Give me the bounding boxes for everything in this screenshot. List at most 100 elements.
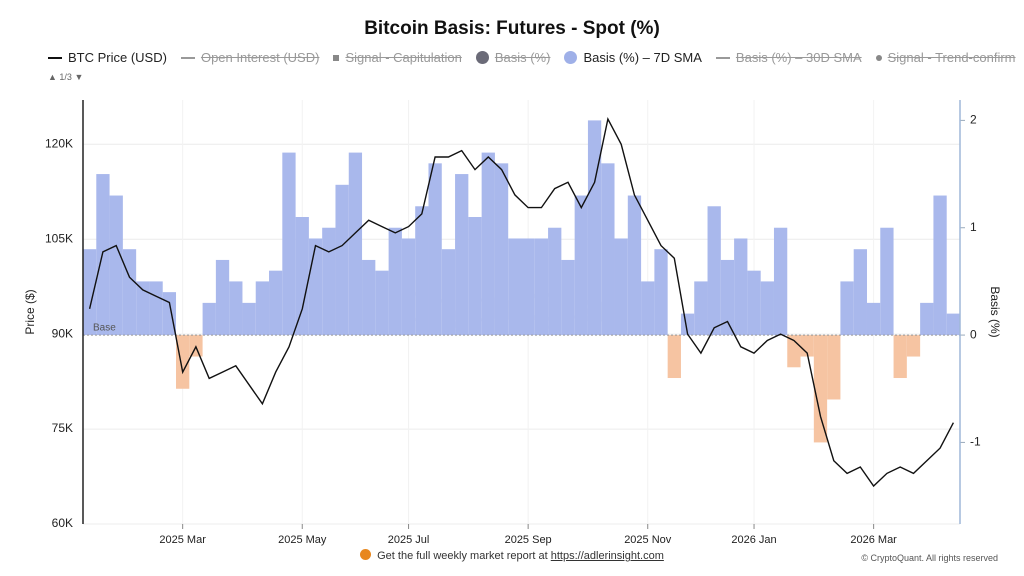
price-line (88, 116, 955, 488)
basis-bar (893, 335, 907, 379)
basis-bar (322, 227, 336, 336)
chart-title: Bitcoin Basis: Futures - Spot (%) (364, 18, 660, 39)
basis-bar (295, 217, 309, 336)
legend-item[interactable]: Basis (%) – 7D SMA (564, 50, 702, 65)
legend-label: Basis (%) – 7D SMA (583, 50, 702, 65)
x-tick-label: 2025 Nov (624, 534, 672, 546)
basis-bar (906, 335, 921, 357)
basis-bar (920, 302, 934, 336)
basis-bar (215, 259, 230, 336)
legend-pager[interactable]: ▲ 1/3 ▼ (48, 72, 84, 82)
basis-bar (587, 120, 602, 336)
basis-bar (534, 238, 549, 336)
basis-bar (667, 335, 681, 379)
basis-bar (255, 281, 270, 336)
basis-bar (481, 152, 495, 336)
legend-page: 1/3 (59, 72, 72, 82)
basis-bar (707, 206, 721, 336)
y-tick-label: 60K (52, 516, 73, 530)
footer-link[interactable]: https://adlerinsight.com (550, 550, 664, 562)
legend-label: Basis (%) (494, 50, 551, 65)
basis-bar (242, 302, 256, 336)
legend-label: Signal - Trend-confirm (887, 50, 1016, 65)
legend-item[interactable]: BTC Price (USD) (48, 50, 167, 65)
basis-bar (401, 238, 416, 336)
legend: BTC Price (USD) Open Interest (USD) Signal… (48, 50, 1016, 65)
basis-bar (880, 227, 894, 336)
legend-label: Open Interest (USD) (200, 50, 320, 65)
basis-bar (415, 206, 429, 336)
basis-bar (335, 184, 349, 336)
y-tick-label: 120K (45, 136, 73, 150)
basis-bar (933, 195, 947, 336)
basis-bar (176, 335, 190, 389)
basis-bar (561, 259, 575, 336)
basis-bar (627, 195, 642, 336)
legend-item[interactable]: Open Interest (USD) (180, 50, 320, 65)
basis-bar (720, 259, 735, 336)
basis-bar (269, 270, 283, 336)
footer-icon (360, 549, 372, 560)
footer-text: Get the full weekly market report at (377, 550, 548, 562)
basis-bar (694, 281, 708, 336)
basis-bar (136, 281, 150, 336)
y2-tick-label: 2 (970, 113, 977, 127)
basis-bar (362, 259, 376, 336)
basis-bar (428, 163, 442, 336)
basis-bar (202, 302, 216, 336)
basis-bar (348, 152, 363, 336)
basis-bar (853, 249, 867, 336)
basis-bar (734, 238, 748, 336)
footer: Get the full weekly market report at htt… (0, 549, 1024, 562)
x-tick-label: 2025 Mar (159, 534, 206, 546)
legend-item[interactable]: Basis (%) (475, 50, 551, 65)
basis-bar (375, 270, 389, 336)
basis-bar (548, 227, 562, 336)
copyright: © CryptoQuant. All rights reserved (861, 553, 998, 563)
basis-bar (747, 270, 761, 336)
x-tick-label: 2025 Jul (388, 534, 430, 546)
basis-bar (149, 281, 163, 336)
legend-symbol (715, 56, 730, 59)
basis-bar (800, 335, 814, 357)
basis-bar (494, 163, 509, 336)
y-tick-label: 75K (52, 421, 73, 435)
basis-bar (773, 227, 788, 336)
legend-symbol (180, 56, 195, 59)
basis-bar (508, 238, 522, 336)
x-tick-label: 2026 Jan (731, 534, 776, 546)
basis-bar (282, 152, 296, 336)
y-axis-label: Price ($) (23, 289, 37, 334)
y2-tick-label: 0 (970, 327, 977, 341)
legend-symbol (564, 51, 578, 64)
legend-symbol (333, 54, 340, 61)
x-tick-label: 2025 May (278, 534, 327, 546)
y2-tick-label: 1 (970, 220, 977, 234)
basis-bar (654, 249, 668, 336)
basis-bar (574, 195, 588, 336)
basis-bar (813, 335, 828, 443)
basis-bar (521, 238, 535, 336)
basis-bar (866, 302, 881, 336)
basis-bar (614, 238, 628, 336)
basis-bar (601, 163, 615, 336)
basis-bar (441, 249, 456, 336)
basis-bar (109, 195, 123, 336)
legend-item[interactable]: Signal - Capitulation (333, 50, 462, 65)
legend-label: Basis (%) – 30D SMA (735, 50, 862, 65)
basis-bar (827, 335, 841, 400)
legend-item[interactable]: Signal - Trend-confirm (875, 50, 1016, 65)
basis-bar (229, 281, 243, 336)
legend-label: Signal - Capitulation (345, 50, 462, 65)
basis-bar (308, 238, 323, 336)
legend-symbol (875, 54, 882, 61)
basis-bar (83, 249, 97, 336)
basis-bar (840, 281, 854, 336)
legend-item[interactable]: Basis (%) – 30D SMA (715, 50, 862, 65)
basis-bar (641, 281, 655, 336)
basis-bar (162, 292, 177, 336)
basis-bar (455, 174, 469, 336)
legend-symbol (475, 51, 489, 64)
